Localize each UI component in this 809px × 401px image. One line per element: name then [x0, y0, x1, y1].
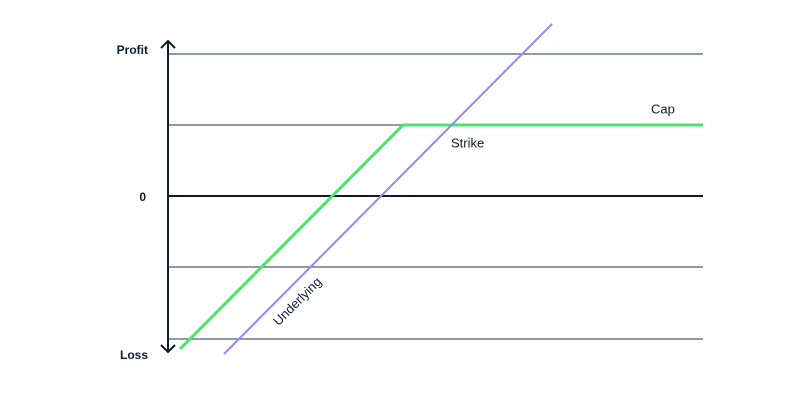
loss-label: Loss: [120, 348, 148, 362]
underlying-line: [223, 23, 553, 355]
cap-label: Cap: [651, 101, 675, 116]
zero-label: 0: [139, 190, 146, 204]
capped-payoff-line: [178, 123, 703, 351]
profit-label: Profit: [117, 43, 148, 57]
strike-label: Strike: [451, 135, 484, 150]
axis-arrow: [160, 39, 176, 49]
underlying-label: Underlying: [270, 274, 325, 329]
axis-arrow: [160, 344, 176, 354]
